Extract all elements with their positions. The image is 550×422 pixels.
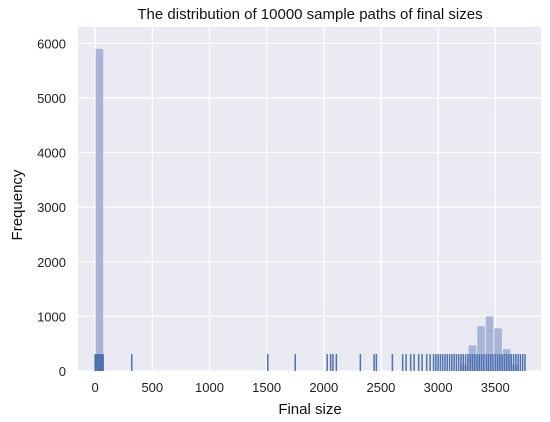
x-tick-label: 3500 — [481, 380, 510, 395]
x-tick-label: 3000 — [424, 380, 453, 395]
y-axis-label: Frequency — [9, 169, 26, 240]
x-tick-label: 1000 — [195, 380, 224, 395]
x-tick-label: 0 — [92, 380, 99, 395]
y-tick-label: 0 — [59, 364, 66, 379]
y-tick-labels: 0 1000 2000 3000 4000 5000 6000 — [37, 36, 66, 379]
x-tick-label: 2000 — [309, 380, 338, 395]
y-tick-label: 5000 — [37, 91, 66, 106]
y-tick-label: 4000 — [37, 146, 66, 161]
plot-background — [78, 27, 541, 371]
grid-layer — [78, 27, 541, 372]
histogram-bar — [477, 326, 485, 371]
x-tick-labels: 0 500 1000 1500 2000 2500 3000 3500 — [92, 380, 510, 395]
chart-title: The distribution of 10000 sample paths o… — [137, 6, 482, 23]
y-tick-label: 1000 — [37, 309, 66, 324]
x-axis-label: Final size — [278, 401, 341, 418]
y-tick-label: 3000 — [37, 200, 66, 215]
rug-marks — [94, 354, 526, 371]
histogram-bar — [494, 328, 502, 371]
y-tick-label: 6000 — [37, 36, 66, 51]
y-tick-label: 2000 — [37, 255, 66, 270]
histogram-bar — [485, 316, 494, 371]
histogram-bar — [95, 48, 104, 371]
x-tick-label: 500 — [141, 380, 163, 395]
x-tick-label: 2500 — [366, 380, 395, 395]
x-tick-label: 1500 — [252, 380, 281, 395]
